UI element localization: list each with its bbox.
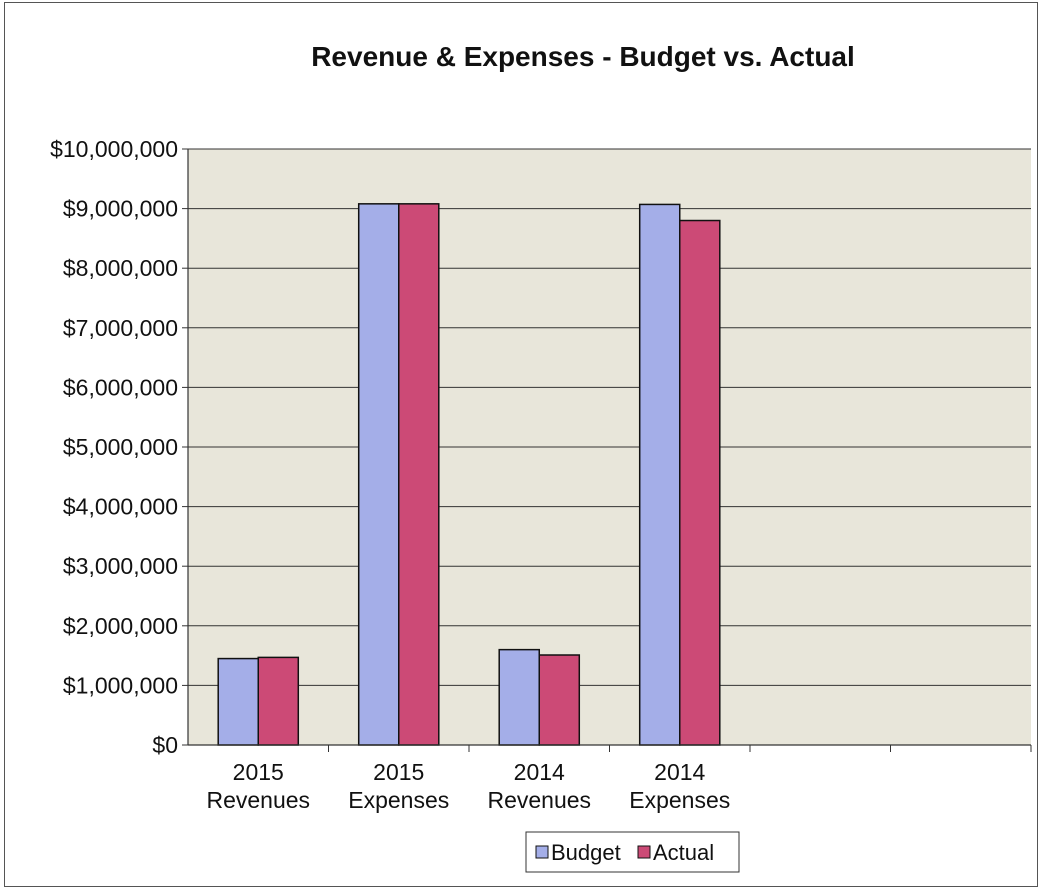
bars xyxy=(217,203,721,746)
axes: $0 $1,000,000 $2,000,000 $3,000,000 $4,000,0… xyxy=(50,136,1032,813)
bar-actual-2015-revenues xyxy=(257,656,300,746)
gridlines xyxy=(188,148,1031,686)
x-tick-label: Expenses xyxy=(629,787,730,813)
x-tick-label: 2015 xyxy=(233,759,284,785)
y-tick-label: $6,000,000 xyxy=(63,374,178,400)
y-tick-label: $0 xyxy=(152,732,178,758)
legend-label-budget: Budget xyxy=(551,840,621,865)
bar-budget-2014-expenses xyxy=(638,203,681,746)
chart-frame: Revenue & Expenses - Budget vs. Actual $… xyxy=(4,2,1038,887)
bar-budget-2014-revenues xyxy=(498,648,540,746)
x-tick-label: Expenses xyxy=(348,787,449,813)
bar-actual-2014-revenues xyxy=(538,654,581,746)
legend-label-actual: Actual xyxy=(653,840,714,865)
legend-swatch-budget xyxy=(535,845,549,859)
bar-actual-2014-expenses xyxy=(679,219,721,746)
bar-actual-2015-expenses xyxy=(398,203,440,746)
bar-budget-2015-revenues xyxy=(217,657,260,746)
x-tick-label: 2014 xyxy=(514,759,565,785)
y-tick-label: $9,000,000 xyxy=(63,196,178,222)
x-tick-label: Revenues xyxy=(206,787,310,813)
bar-budget-2015-expenses xyxy=(357,203,400,746)
x-tick-label: 2014 xyxy=(654,759,705,785)
y-tick-label: $10,000,000 xyxy=(50,136,178,162)
y-tick-label: $7,000,000 xyxy=(63,315,178,341)
x-tick-label: Revenues xyxy=(487,787,591,813)
y-tick-label: $5,000,000 xyxy=(63,434,178,460)
x-tick-label: 2015 xyxy=(373,759,424,785)
legend-box xyxy=(525,831,740,873)
y-tick-label: $2,000,000 xyxy=(63,613,178,639)
y-tick-label: $3,000,000 xyxy=(63,553,178,579)
legend-swatch-actual xyxy=(637,845,651,859)
legend: Budget Actual xyxy=(525,831,740,873)
chart-title: Revenue & Expenses - Budget vs. Actual xyxy=(311,41,855,72)
y-tick-label: $4,000,000 xyxy=(63,494,178,520)
y-tick-label: $8,000,000 xyxy=(63,255,178,281)
chart-canvas: Revenue & Expenses - Budget vs. Actual $… xyxy=(50,41,1032,873)
y-tick-label: $1,000,000 xyxy=(63,672,178,698)
